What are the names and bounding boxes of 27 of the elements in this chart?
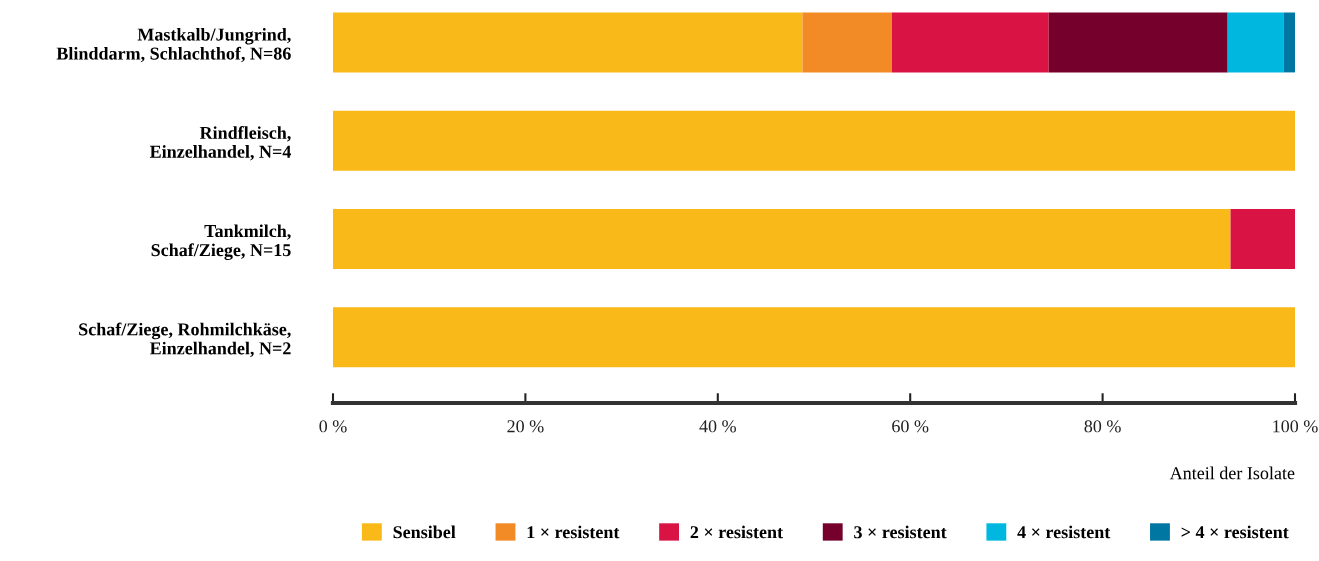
x-axis-title: Anteil der Isolate — [1169, 466, 1295, 480]
bar — [1283, 12, 1295, 73]
legend-label: 4 × resistent — [1017, 525, 1111, 539]
y-tick-label: Mastkalb/Jungrind, Blinddarm, Schlachthof, N=86 — [56, 27, 291, 63]
x-tick-label: 60 % — [892, 420, 929, 433]
x-tick-label: 80 % — [1084, 420, 1121, 433]
bar — [333, 12, 803, 73]
legend-label: Sensibel — [393, 525, 456, 539]
bar — [802, 12, 892, 73]
bar — [333, 208, 1231, 269]
y-tick-label: Tankmilch, Schaf/Ziege, N=15 — [151, 224, 291, 261]
legend-label: 3 × resistent — [854, 525, 947, 539]
x-tick-label: 0 % — [319, 420, 347, 433]
y-tick-label: Rindfleisch, Einzelhandel, N=4 — [149, 126, 291, 161]
bar — [1227, 12, 1284, 73]
legend-label: 2 × resistent — [690, 525, 783, 539]
y-tick-label: Schaf/Ziege, Rohmilchkäse, Einzelhandel, N=2 — [79, 322, 291, 358]
bar — [891, 12, 1049, 73]
bar — [333, 110, 1295, 171]
bar — [1230, 208, 1295, 269]
legend-label: 1 × resistent — [527, 525, 620, 539]
bar — [1048, 12, 1228, 73]
x-tick-label: 100 % — [1273, 420, 1318, 433]
x-tick-label: 40 % — [699, 420, 736, 433]
x-tick-label: 20 % — [507, 420, 544, 433]
bar — [333, 307, 1295, 368]
legend-label: > 4 × resistent — [1181, 525, 1289, 539]
